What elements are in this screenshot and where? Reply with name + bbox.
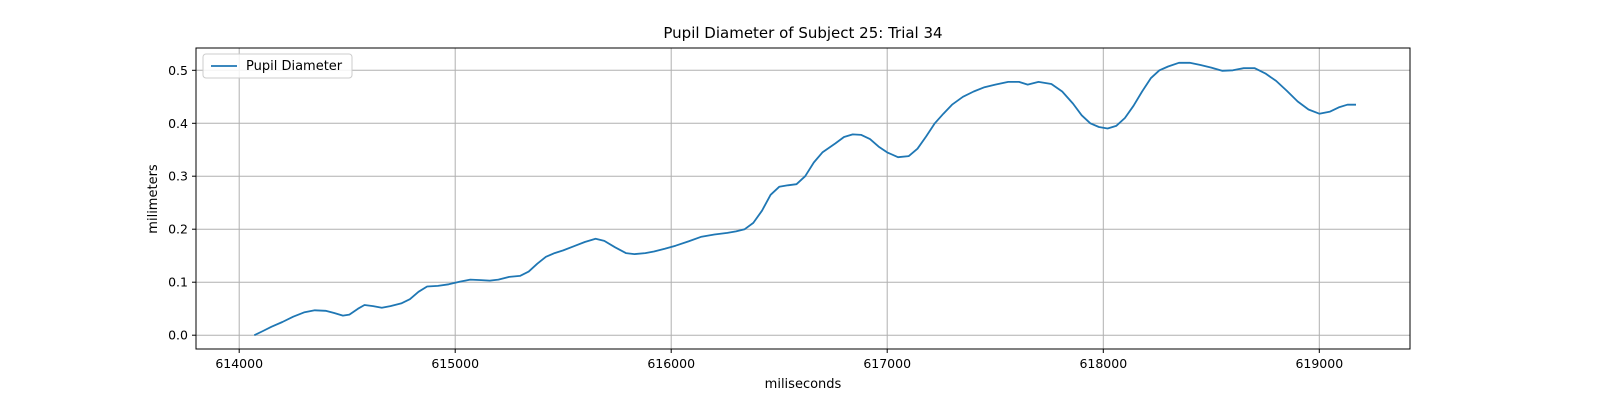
gridlines xyxy=(196,48,1410,349)
x-tick-label: 615000 xyxy=(431,356,479,371)
series-layer xyxy=(253,61,1356,337)
x-tick-label: 618000 xyxy=(1079,356,1127,371)
x-tick-label: 617000 xyxy=(863,356,911,371)
legend-label-pupil-diameter: Pupil Diameter xyxy=(246,59,343,74)
x-tick-label: 619000 xyxy=(1295,356,1343,371)
y-tick-label: 0.5 xyxy=(168,63,188,78)
plot-frame xyxy=(195,47,1411,350)
x-tick-label: 614000 xyxy=(215,356,263,371)
y-tick-label: 0.1 xyxy=(168,275,188,290)
legend: Pupil Diameter xyxy=(202,53,353,79)
legend-box xyxy=(202,53,353,79)
series-line-pupil-diameter xyxy=(253,61,1356,337)
ticks: 614000 615000 616000 617000 618000 619000 0.0 0… xyxy=(168,63,1343,371)
x-axis-label: miliseconds xyxy=(765,377,842,392)
y-tick-label: 0.2 xyxy=(168,222,188,237)
y-axis-label: milimeters xyxy=(146,164,161,234)
y-tick-label: 0.0 xyxy=(168,328,188,343)
y-tick-label: 0.3 xyxy=(168,169,188,184)
x-tick-label: 616000 xyxy=(647,356,695,371)
chart-title: Pupil Diameter of Subject 25: Trial 34 xyxy=(663,24,942,42)
y-tick-label: 0.4 xyxy=(168,116,188,131)
